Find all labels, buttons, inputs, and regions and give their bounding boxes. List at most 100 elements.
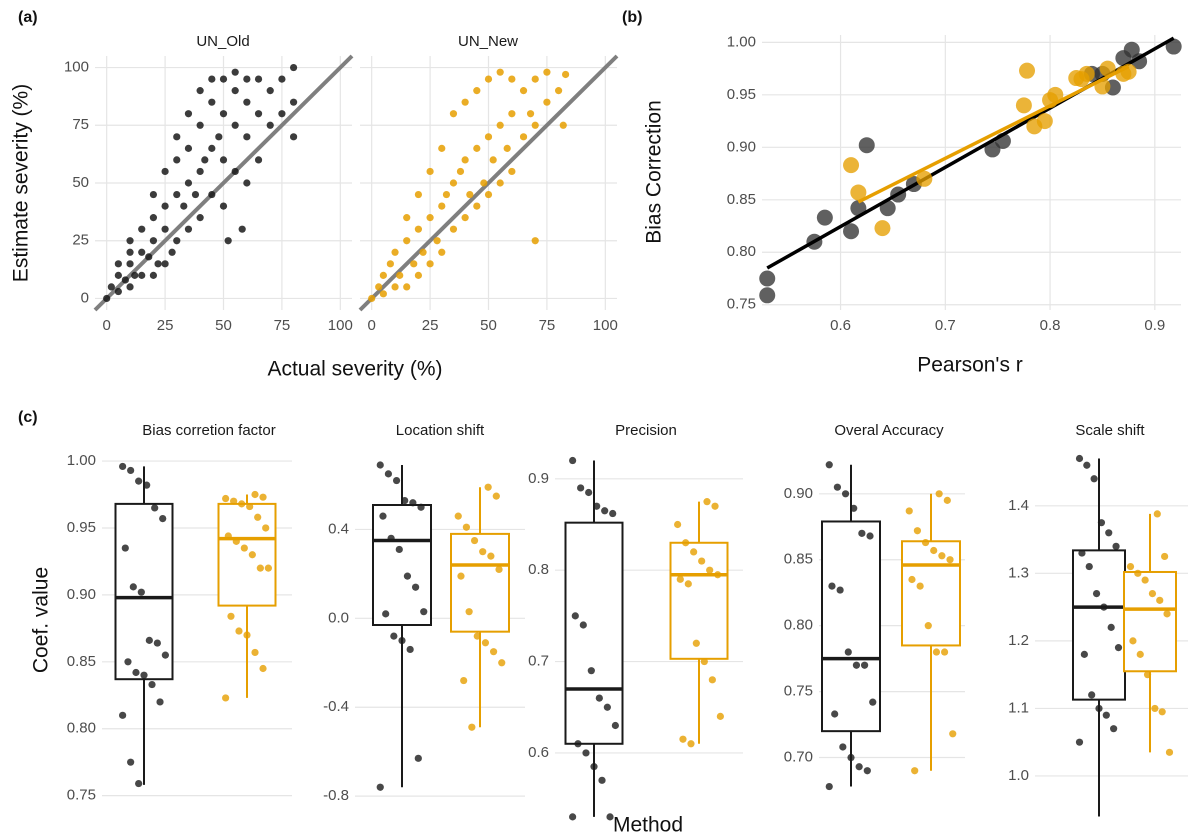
point: [703, 498, 711, 506]
point: [825, 782, 833, 791]
point: [219, 156, 228, 164]
point: [465, 608, 473, 616]
x-tick-label: 25: [157, 317, 174, 334]
point: [127, 758, 135, 766]
point: [254, 110, 263, 118]
point: [577, 484, 585, 492]
point: [470, 536, 479, 545]
point: [289, 133, 298, 141]
point: [406, 645, 414, 654]
y-tick-label: 0.90: [727, 138, 756, 155]
point: [243, 98, 251, 106]
facet-title: UN_Old: [196, 33, 249, 50]
point: [1036, 113, 1053, 130]
point: [1141, 576, 1149, 584]
point: [278, 75, 286, 83]
point: [208, 98, 216, 106]
point: [831, 710, 839, 718]
point: [278, 110, 286, 118]
point: [1099, 60, 1116, 77]
point: [219, 202, 228, 210]
point: [679, 735, 687, 743]
y-axis-label: Coef. value: [30, 567, 53, 673]
point: [401, 496, 409, 505]
point: [137, 588, 145, 596]
point: [156, 698, 164, 706]
point: [543, 98, 551, 106]
point: [127, 466, 135, 475]
point: [935, 490, 943, 498]
point: [595, 694, 603, 702]
point: [708, 676, 716, 684]
point: [180, 202, 188, 210]
point: [449, 110, 458, 118]
y-tick-label: 0.70: [784, 748, 813, 765]
box: [821, 520, 881, 733]
point: [449, 179, 458, 187]
y-tick-label: 1.0: [1008, 767, 1029, 784]
fit-line: [857, 64, 1130, 204]
point: [135, 477, 143, 485]
point: [866, 532, 874, 540]
point: [442, 190, 451, 199]
point: [582, 749, 590, 757]
point: [161, 260, 169, 268]
point: [911, 767, 919, 775]
point: [503, 144, 511, 152]
facet-title: UN_New: [458, 33, 518, 50]
point: [496, 68, 504, 76]
point: [420, 608, 428, 616]
point: [843, 223, 860, 240]
point: [489, 156, 497, 164]
point: [843, 157, 860, 174]
y-tick-label: 0.6: [528, 744, 549, 761]
point: [905, 507, 913, 515]
point: [461, 156, 469, 164]
point: [219, 110, 228, 118]
point: [438, 144, 446, 152]
point: [916, 582, 924, 590]
point: [687, 740, 695, 748]
y-tick-label: 1.00: [727, 33, 756, 50]
point: [869, 698, 877, 706]
x-tick-label: 50: [215, 317, 232, 334]
point: [508, 110, 516, 118]
point: [231, 167, 239, 176]
point: [222, 494, 230, 503]
point: [1156, 596, 1164, 604]
point: [481, 639, 490, 647]
point: [232, 537, 240, 545]
point: [492, 492, 500, 500]
point: [562, 70, 570, 79]
point: [496, 179, 504, 187]
point: [154, 260, 162, 268]
point: [159, 515, 167, 523]
x-axis-label: Method: [613, 814, 683, 836]
point: [585, 488, 593, 497]
point: [759, 270, 776, 287]
point: [254, 513, 262, 521]
point: [1097, 519, 1106, 527]
point: [946, 556, 954, 564]
point: [479, 548, 487, 556]
point: [386, 260, 394, 268]
point: [126, 248, 134, 256]
point: [519, 133, 528, 141]
point: [850, 184, 867, 201]
point: [706, 566, 714, 574]
point: [508, 75, 516, 83]
y-tick-label: 75: [72, 116, 89, 133]
point: [114, 287, 122, 296]
point: [438, 202, 446, 210]
point: [149, 237, 158, 245]
y-tick-label: 0.75: [784, 683, 813, 700]
point: [916, 170, 933, 187]
point: [606, 813, 614, 821]
y-tick-label: 0.85: [727, 191, 756, 208]
x-tick-label: 0: [103, 317, 111, 334]
point: [256, 564, 264, 572]
point: [135, 779, 143, 788]
point: [107, 283, 115, 291]
point: [259, 664, 267, 673]
point: [243, 631, 251, 639]
